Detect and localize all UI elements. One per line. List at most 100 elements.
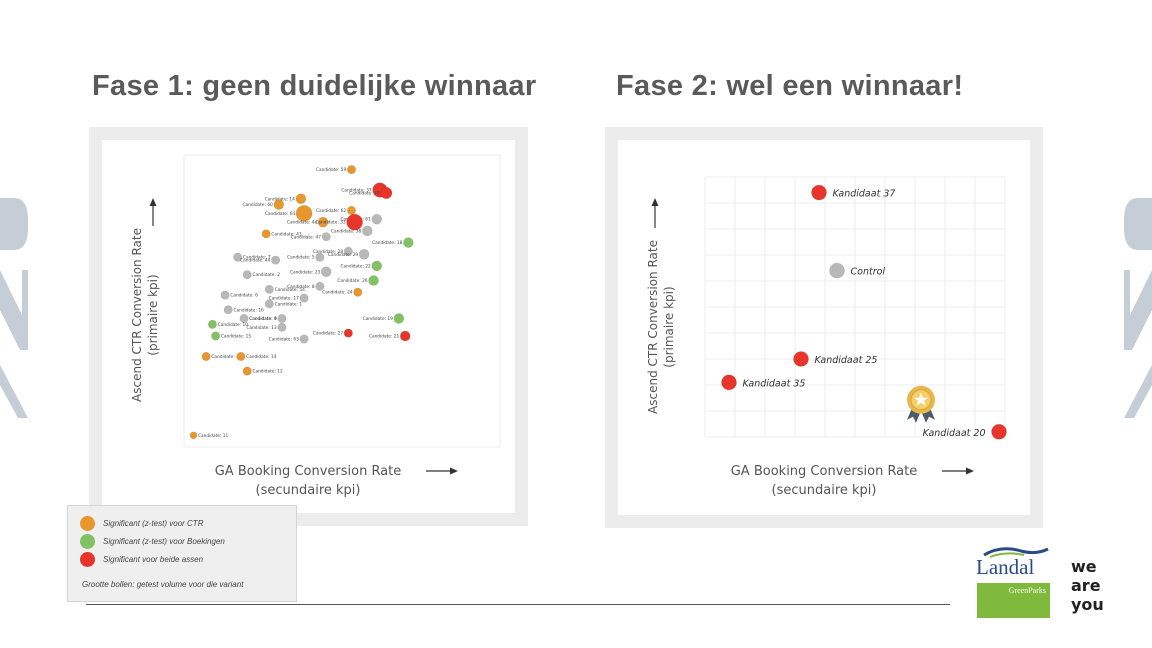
legend-dot-bookings: [80, 534, 95, 549]
point-candidate-1-28-marker: [264, 299, 274, 309]
point-kandidaat-20-4-label: Kandidaat 20: [923, 428, 986, 439]
point-candidate-54-23-label: Candidate: 54: [275, 287, 306, 293]
point-candidate-9-30-marker: [239, 313, 249, 324]
point-candidate-43-11-label: Candidate: 43: [271, 231, 302, 237]
y-axis-label-line-2: (primaire kpi): [662, 286, 676, 367]
point-candidate-38-10-marker: [361, 225, 373, 237]
point-candidate-16-29-marker: [223, 305, 233, 315]
x-axis-label-line-1: GA Booking Conversion Rate: [215, 464, 402, 479]
point-candidate-27-36-label: Candidate: 27: [313, 331, 344, 337]
y-axis-label-line-2: (primaire kpi): [146, 274, 160, 355]
point-kandidaat-37-0-marker: [811, 184, 827, 201]
chart-panel-fase-1: [89, 127, 528, 526]
point-kandidaat-20-4-marker: [991, 423, 1007, 440]
point-candidate-13-34-label: Candidate: 13: [246, 325, 277, 331]
point-candidate-2-21-marker: [242, 270, 252, 280]
tagline-line-2: are: [1071, 576, 1101, 595]
point-candidate-23-19-label: Candidate: 23: [290, 269, 321, 275]
point-candidate-4a-8-label: Candidate: 4a: [287, 220, 318, 226]
point-candidate-29-15-marker: [358, 248, 370, 260]
point-candidate-26-22-label: Candidate: 26: [337, 278, 368, 284]
x-axis-label-line-1: GA Booking Conversion Rate: [731, 464, 918, 479]
point-candidate-16-29-label: Candidate: 16: [233, 307, 264, 313]
legend-item-both: Significant voor beide assen: [80, 552, 203, 567]
side-decoration-left: [0, 198, 28, 418]
point-candidate-43-11-marker: [261, 229, 271, 239]
x-axis-arrow-head: [966, 467, 974, 475]
point-candidate-37-1-label: Candidate: 37: [341, 188, 372, 194]
legend-label-ctr: Significant (z-test) voor CTR: [103, 519, 204, 528]
x-axis-arrow-head: [450, 467, 458, 475]
point-candidate-14-40-marker: [236, 351, 246, 362]
point-candidate-4-31-label: Candidate: 4: [249, 316, 277, 322]
y-axis-label-line-1: Ascend CTR Conversion Rate: [130, 228, 144, 402]
point-kandidaat-25-2-marker: [793, 351, 809, 367]
point-candidate-8-24-marker: [315, 281, 325, 291]
landal-logo-sub: GreenParks: [1008, 586, 1046, 595]
point-candidate-29-15-label: Candidate: 29: [328, 252, 359, 258]
point-candidate-5-17-label: Candidate: 5: [287, 255, 315, 261]
tagline: we are you: [1071, 557, 1104, 614]
point-kandidaat-35-3-label: Kandidaat 35: [743, 378, 806, 389]
point-candidate-15-35-marker: [211, 331, 221, 341]
point-candidate-2-21-label: Candidate: 2: [252, 272, 280, 278]
legend-dot-both: [80, 552, 95, 567]
legend-label-both: Significant voor beide assen: [103, 555, 204, 564]
point-candidate-1-28-label: Candidate: 1: [275, 301, 303, 307]
point-candidate-10-33-marker: [207, 319, 217, 329]
title-fase-2: Fase 2: wel een winnaar!: [616, 70, 964, 102]
point-control-1-marker: [829, 262, 845, 279]
point-candidate-47-12-label: Candidate: 47: [291, 234, 322, 240]
point-candidate-44-18-marker: [271, 255, 281, 265]
point-candidate-13-34-marker: [277, 322, 287, 332]
point-candidate-39-2-marker: [380, 186, 393, 200]
point-candidate-6-26-marker: [220, 290, 230, 300]
point-candidate-63-37-label: Candidate: 63: [269, 336, 300, 342]
side-decoration-right: [1124, 198, 1152, 418]
y-axis-arrow-head: [651, 198, 659, 206]
legend-note: Grootte bollen: getest volume voor die v…: [82, 580, 244, 589]
point-candidate-21-38-marker: [399, 330, 411, 342]
y-axis-arrow-head: [149, 198, 157, 206]
point-candidate-33-9-marker: [346, 213, 363, 231]
point-candidate-23-19-marker: [320, 266, 332, 278]
point-candidate-17-27-label: Candidate: 17: [269, 296, 300, 302]
landal-wave-icon: [983, 547, 1049, 558]
landal-logo-text: Landal: [976, 555, 1035, 579]
point-candidate-14-3-marker: [295, 193, 307, 205]
point-candidate-64-5-label: Candidate: 64: [265, 211, 296, 217]
winner-star-icon: [914, 392, 928, 406]
point-candidate-59-0-label: Candidate: 59: [316, 167, 347, 173]
point-candidate-24-25-marker: [353, 287, 363, 297]
point-candidate-33-9-label: Candidate: 33: [315, 220, 346, 226]
point-candidate-14-3-label: Candidate: 14: [265, 196, 296, 202]
point-candidate-15-35-label: Candidate: 15: [221, 334, 252, 340]
legend-box: Significant (z-test) voor CTR Significan…: [67, 505, 297, 602]
point-candidate-11-42-marker: [189, 431, 198, 440]
point-candidate-6-26-label: Candidate: 6: [230, 293, 258, 299]
point-candidate-19-32-marker: [393, 313, 405, 324]
legend-item-bookings: Significant (z-test) voor Boekingen: [80, 534, 225, 549]
point-candidate-22-20-marker: [371, 260, 383, 272]
point-candidate-19-32-label: Candidate: 19: [363, 316, 394, 322]
point-candidate-60-4-label: Candidate: 60: [243, 202, 274, 208]
point-candidate-24-25-label: Candidate: 24: [322, 290, 353, 296]
point-candidate-3-39-label: Candidate: 3: [211, 354, 239, 360]
point-control-1-label: Control: [851, 267, 886, 278]
point-candidate-59-0-marker: [346, 165, 357, 175]
x-axis-label-line-2: (secundaire kpi): [256, 483, 361, 498]
point-candidate-3-39-marker: [201, 351, 211, 362]
tagline-line-1: we: [1071, 557, 1097, 576]
point-candidate-18-13-label: Candidate: 18: [372, 240, 403, 246]
point-kandidaat-37-0-label: Kandidaat 37: [833, 189, 896, 200]
point-candidate-4a-8-marker: [317, 216, 329, 228]
legend-dot-ctr: [80, 516, 95, 531]
x-axis-label-line-2: (secundaire kpi): [772, 483, 877, 498]
point-candidate-47-12-marker: [321, 232, 331, 242]
point-candidate-7-16-marker: [233, 252, 243, 262]
point-candidate-27-36-marker: [343, 328, 353, 338]
point-candidate-12-41-label: Candidate: 12: [252, 369, 283, 375]
point-candidate-4-31-marker: [277, 313, 287, 324]
